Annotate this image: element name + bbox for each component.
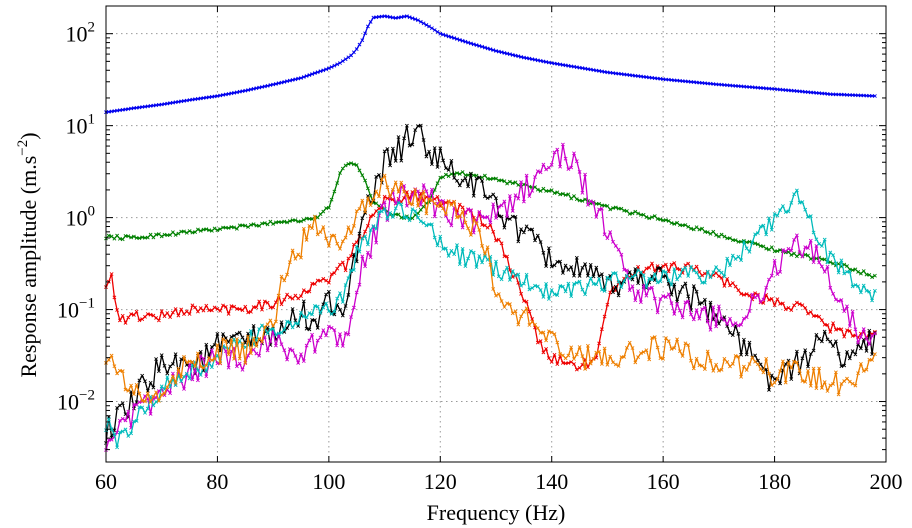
x-tick-label-3: 120 (424, 469, 457, 494)
y-axis-title-exponent: −2 (15, 140, 31, 156)
series-4-markers (104, 142, 877, 452)
series-3-line (105, 124, 876, 444)
series-4-line (105, 143, 876, 451)
series-0 (104, 14, 877, 115)
x-tick-label-7: 200 (870, 469, 903, 494)
axis-layer: 60 80 100 120 140 160 180 200 10−2 10−1 100 101 102 (57, 5, 903, 494)
series-layer (104, 14, 877, 452)
y-axis-title-close: ) (16, 132, 41, 139)
x-tick-label-4: 140 (535, 469, 568, 494)
y-tick-label-3: 101 (66, 112, 96, 139)
plot-frame (105, 5, 887, 463)
series-3-markers (104, 123, 877, 445)
y-tick-label-4: 102 (66, 20, 96, 47)
series-6 (104, 173, 877, 405)
y-tick-label-0: 10−2 (57, 388, 95, 415)
x-tick-label-5: 160 (647, 469, 680, 494)
x-tick-label-6: 180 (758, 469, 791, 494)
x-tick-label-2: 100 (312, 469, 345, 494)
y-axis-title: Response amplitude (m.s−2) (15, 132, 41, 377)
series-0-markers (104, 14, 877, 115)
series-2-markers (104, 190, 877, 372)
y-tick-label-2: 100 (66, 204, 96, 231)
y-axis-title-main: Response amplitude (m.s (16, 156, 41, 378)
x-axis-title: Frequency (Hz) (427, 500, 566, 525)
x-tick-label-1: 80 (206, 469, 228, 494)
series-4 (104, 142, 877, 452)
series-5 (104, 188, 877, 450)
series-2 (104, 190, 877, 372)
series-6-markers (104, 173, 877, 405)
y-tick-label-1: 10−1 (57, 296, 95, 323)
x-tick-label-0: 60 (95, 469, 117, 494)
series-3 (104, 123, 877, 445)
series-0-line (105, 15, 875, 113)
grid-layer (106, 6, 886, 462)
